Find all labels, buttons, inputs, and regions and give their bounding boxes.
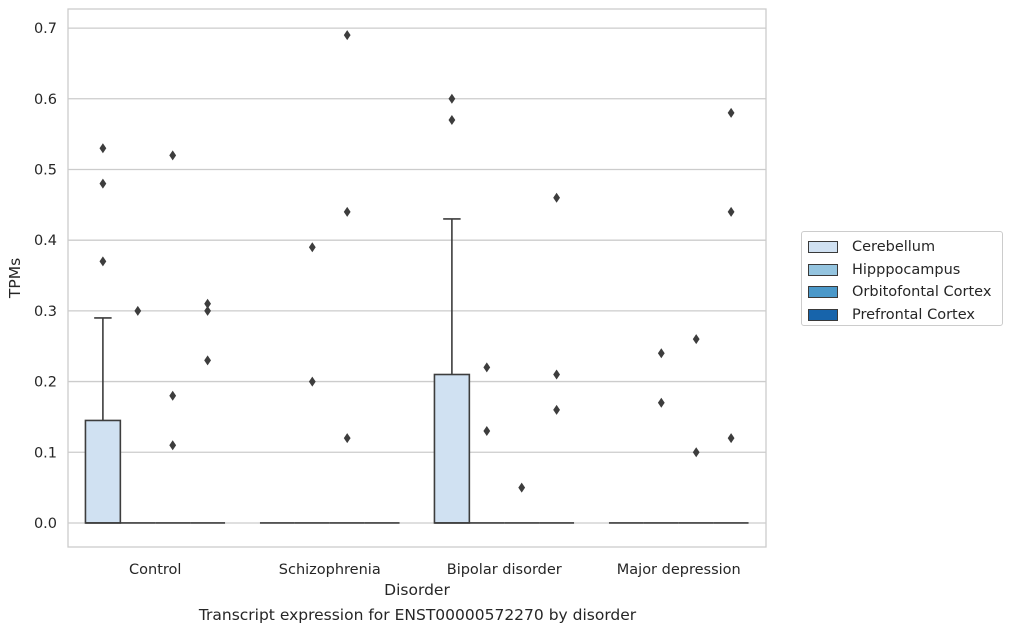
box-prefrontal-cortex [713,107,749,524]
outlier-point [308,376,316,387]
x-axis-label: Disorder [384,581,450,599]
plot-area-frame [67,8,767,548]
x-tick-labels: Control Schizophrenia Bipolar disorder Majo… [129,562,741,578]
outlier-point [204,305,211,316]
y-tick-label: 0.3 [34,304,57,320]
outlier-point [657,397,665,408]
outlier-point [343,206,351,217]
y-tick-label: 0.6 [34,92,57,108]
gridlines [68,27,766,524]
outlier-point [343,30,351,41]
box-hipppocampus [120,305,156,524]
legend-item: Cerebellum [802,236,1002,259]
outlier-point [448,93,456,104]
y-tick-labels: 0.0 0.1 0.2 0.3 0.4 0.5 0.6 0.7 [34,21,57,532]
outlier-point [448,114,456,125]
outlier-point [169,150,177,161]
legend-swatch [808,309,838,322]
outlier-point [553,192,560,203]
y-tick-label: 0.2 [34,375,57,391]
outlier-point [169,390,177,401]
box-marks [84,30,749,524]
legend-swatch [808,241,838,254]
outlier-point [204,298,211,309]
box-hipppocampus [469,362,505,524]
legend-swatch [808,286,838,299]
outlier-point [727,433,735,444]
y-axis-label: TPMs [6,258,24,299]
outlier-point [308,242,316,253]
outlier-point [553,369,560,380]
legend-item: Prefrontal Cortex [802,304,1002,327]
x-tick-label: Major depression [617,562,741,578]
outlier-point [169,440,177,451]
y-tick-label: 0.1 [34,445,57,461]
x-tick-label: Control [129,562,181,578]
outlier-point [727,107,735,118]
legend-label: Orbitofontal Cortex [852,284,992,301]
outlier-point [692,447,700,458]
outlier-point [99,178,107,189]
box-body [433,373,471,524]
box-body [84,419,122,524]
box-orbitofontal-cortex [504,482,540,524]
outlier-point [657,348,665,359]
legend-label: Cerebellum [852,239,936,256]
outlier-point [204,355,211,366]
outlier-point [518,482,526,493]
outlier-point [727,206,735,217]
y-tick-label: 0.5 [34,162,57,178]
outlier-point [553,404,560,415]
box-prefrontal-cortex [539,192,575,524]
box-prefrontal-cortex [190,298,226,524]
box-orbitofontal-cortex [678,334,714,524]
outlier-point [483,426,491,437]
box-orbitofontal-cortex [329,30,365,524]
outlier-point [483,362,491,373]
y-tick-label: 0.4 [34,233,57,249]
outlier-point [343,433,351,444]
legend: Cerebellum Hipppocampus Orbitofontal Corte… [801,231,1003,326]
box-hipppocampus [643,348,679,524]
outlier-point [692,334,700,345]
legend-item: Hipppocampus [802,259,1002,282]
outlier-point [99,143,107,154]
outlier-point [134,305,142,316]
y-tick-label: 0.0 [34,516,57,532]
legend-item: Orbitofontal Cortex [802,281,1002,304]
y-tick-label: 0.7 [34,21,57,37]
legend-label: Hipppocampus [852,261,961,278]
box-hipppocampus [294,242,330,524]
x-tick-label: Bipolar disorder [447,562,562,578]
box-cerebellum [84,143,122,524]
legend-swatch [808,263,838,276]
chart-title: Transcript expression for ENST0000057227… [198,606,637,624]
box-orbitofontal-cortex [155,150,191,524]
legend-label: Prefrontal Cortex [852,307,975,324]
outlier-point [99,256,107,267]
x-tick-label: Schizophrenia [279,562,381,578]
box-cerebellum [433,93,471,524]
